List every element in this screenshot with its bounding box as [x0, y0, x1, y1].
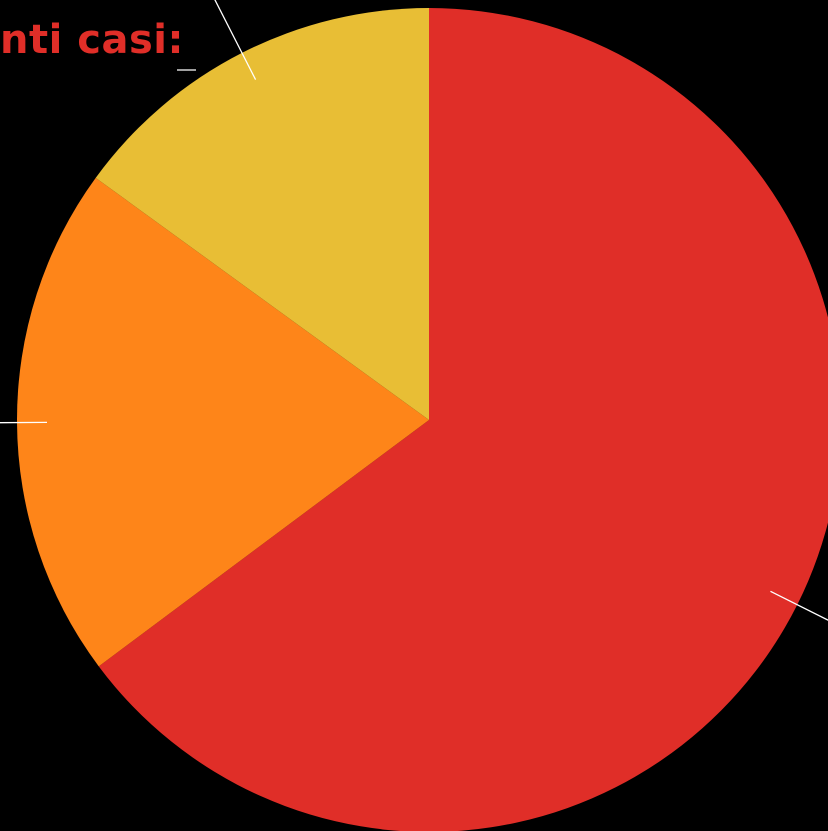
chart-title: nti casi:	[0, 17, 184, 63]
pie-slice-1	[98, 8, 828, 831]
leader-line-2	[0, 421, 48, 424]
pie-slice-3	[95, 8, 430, 420]
leader-line-1	[770, 590, 828, 621]
pie-slice-2	[16, 177, 430, 667]
leader-lines	[0, 0, 828, 621]
leader-line-3	[214, 0, 257, 80]
pie-slices	[16, 8, 828, 831]
